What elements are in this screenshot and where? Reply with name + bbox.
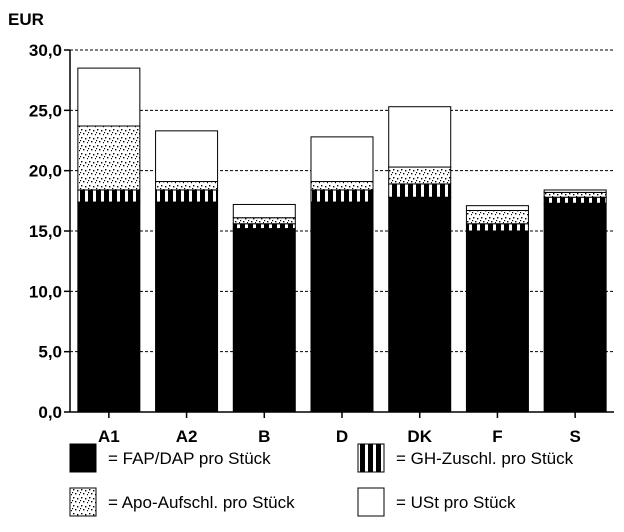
- legend-label: = USt pro Stück: [396, 493, 516, 512]
- bar-segment: [465, 230, 529, 413]
- legend: = FAP/DAP pro Stück = GH-Zuschl. pro Stüc…: [69, 443, 574, 517]
- bar-segment: [155, 189, 219, 203]
- x-tick-label: A1: [98, 427, 120, 446]
- bar-segment: [232, 203, 296, 219]
- bar-segment: [77, 125, 141, 191]
- bar-segment: [232, 217, 296, 225]
- bar-segment: [232, 228, 296, 413]
- x-tick-label: B: [258, 427, 270, 446]
- x-tick-label: DK: [407, 427, 432, 446]
- bar-segment: [465, 205, 529, 211]
- x-tick-label: F: [492, 427, 502, 446]
- legend-swatch: [69, 443, 97, 473]
- y-axis: 0,0 5,0 10,0 15,0 20,0 25,0 30,0: [29, 41, 71, 422]
- bar-segment: [543, 196, 607, 204]
- legend-label: = GH-Zuschl. pro Stück: [396, 449, 574, 468]
- legend-label: = Apo-Aufschl. pro Stück: [108, 493, 295, 512]
- x-axis: A1 A2 B D DK F S: [70, 411, 614, 446]
- y-unit-label: EUR: [8, 10, 44, 29]
- bar-segment: [77, 67, 141, 127]
- x-tick-label: A2: [176, 427, 198, 446]
- x-tick-label: D: [336, 427, 348, 446]
- bar-segment: [77, 189, 141, 203]
- bar-segment: [388, 183, 452, 198]
- y-tick-label: 30,0: [29, 41, 62, 60]
- y-tick-label: 10,0: [29, 282, 62, 301]
- bar-segment: [388, 166, 452, 185]
- y-tick-label: 20,0: [29, 162, 62, 181]
- bar-segment: [232, 223, 296, 230]
- bar-segment: [543, 189, 607, 193]
- x-tick-label: S: [569, 427, 580, 446]
- bars: [77, 67, 607, 413]
- bar-segment: [77, 201, 141, 413]
- bar-segment: [310, 189, 374, 203]
- bar-segment: [310, 201, 374, 413]
- bar-segment: [155, 130, 219, 183]
- bar-segment: [388, 106, 452, 168]
- bar-segment: [310, 181, 374, 191]
- bar-segment: [388, 196, 452, 413]
- legend-swatch: [69, 487, 97, 517]
- y-tick-label: 15,0: [29, 222, 62, 241]
- bar-segment: [155, 201, 219, 413]
- y-tick-label: 25,0: [29, 101, 62, 120]
- legend-label: = FAP/DAP pro Stück: [108, 449, 271, 468]
- bar-segment: [465, 223, 529, 232]
- legend-swatch: [357, 443, 385, 473]
- legend-swatch: [357, 487, 385, 517]
- bar-segment: [155, 181, 219, 191]
- bar-segment: [310, 136, 374, 183]
- y-tick-label: 5,0: [38, 343, 62, 362]
- y-tick-label: 0,0: [38, 403, 62, 422]
- bar-segment: [543, 191, 607, 198]
- bar-segment: [543, 202, 607, 413]
- bar-segment: [465, 209, 529, 225]
